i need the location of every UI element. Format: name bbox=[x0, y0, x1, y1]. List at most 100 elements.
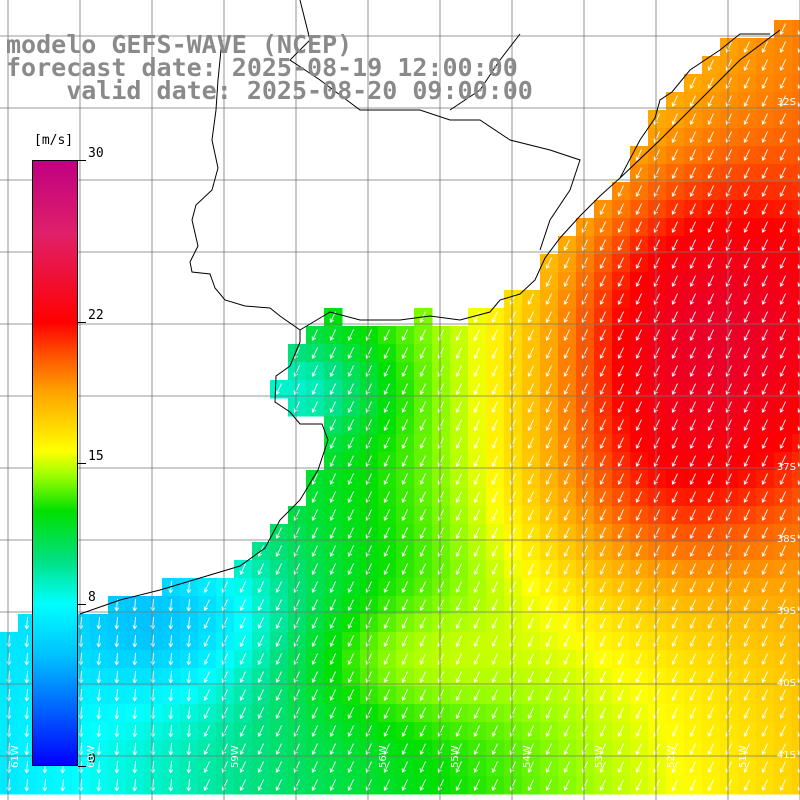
wind-arrow bbox=[168, 742, 174, 756]
wind-arrow bbox=[203, 689, 210, 701]
wind-arrow bbox=[401, 689, 408, 701]
wind-arrow bbox=[96, 652, 102, 666]
wind-arrow bbox=[797, 48, 800, 53]
wind-arrow bbox=[797, 318, 800, 323]
wind-arrow bbox=[257, 563, 264, 575]
wind-arrow bbox=[797, 210, 800, 215]
wind-arrow bbox=[761, 329, 768, 341]
wind-arrow bbox=[491, 545, 498, 557]
field-cell bbox=[792, 308, 800, 327]
wind-arrow bbox=[527, 347, 534, 359]
wind-arrow bbox=[491, 779, 498, 791]
wind-arrow bbox=[239, 581, 246, 593]
wind-arrow bbox=[779, 581, 786, 593]
wind-arrow bbox=[563, 257, 570, 269]
wind-arrow bbox=[797, 498, 800, 503]
wind-arrow bbox=[401, 329, 408, 341]
wind-arrow bbox=[563, 329, 570, 341]
wind-arrow bbox=[347, 347, 354, 359]
wind-arrow bbox=[114, 724, 120, 738]
wind-arrow bbox=[797, 678, 800, 683]
wind-arrow bbox=[797, 768, 800, 773]
wind-arrow bbox=[401, 599, 408, 611]
wind-arrow bbox=[797, 696, 800, 701]
wind-arrow bbox=[671, 185, 678, 197]
wind-arrow bbox=[419, 563, 426, 575]
wind-arrow bbox=[473, 473, 480, 485]
wind-arrow bbox=[635, 185, 642, 197]
wind-arrow bbox=[743, 419, 750, 431]
wind-arrow bbox=[779, 347, 786, 359]
latitude-label: 32S bbox=[776, 97, 796, 108]
wind-arrow bbox=[689, 725, 696, 737]
wind-arrow bbox=[473, 671, 480, 683]
wind-arrow bbox=[599, 761, 606, 773]
wind-arrow bbox=[599, 725, 606, 737]
wind-arrow bbox=[743, 707, 750, 719]
wind-arrow bbox=[203, 761, 210, 773]
wind-arrow bbox=[797, 336, 800, 341]
colorbar-tick-label: 0 bbox=[88, 752, 96, 767]
wind-arrow bbox=[707, 437, 714, 449]
wind-arrow bbox=[689, 149, 696, 161]
wind-arrow bbox=[689, 401, 696, 413]
wind-arrow bbox=[689, 491, 696, 503]
wind-arrow bbox=[671, 311, 678, 323]
wind-arrow bbox=[545, 545, 552, 557]
wind-arrow bbox=[671, 617, 678, 629]
wind-arrow bbox=[671, 365, 678, 377]
wind-arrow bbox=[707, 779, 714, 791]
wind-arrow bbox=[311, 635, 318, 647]
wind-arrow bbox=[707, 743, 714, 755]
wind-arrow bbox=[311, 761, 318, 773]
wind-arrow bbox=[527, 293, 534, 305]
wind-arrow bbox=[743, 221, 750, 233]
wind-arrow bbox=[617, 653, 624, 665]
wind-arrow bbox=[599, 491, 606, 503]
wind-arrow bbox=[563, 473, 570, 485]
wind-arrow bbox=[455, 779, 462, 791]
wind-arrow bbox=[42, 778, 48, 792]
wind-arrow bbox=[275, 635, 282, 647]
wind-arrow bbox=[329, 473, 336, 485]
wind-arrow bbox=[599, 401, 606, 413]
wind-arrow bbox=[743, 275, 750, 287]
wind-arrow bbox=[761, 275, 768, 287]
wind-arrow bbox=[419, 509, 426, 521]
wind-arrow bbox=[599, 743, 606, 755]
wind-arrow bbox=[761, 95, 768, 107]
wind-arrow bbox=[563, 617, 570, 629]
wind-arrow bbox=[383, 365, 390, 377]
wind-arrow bbox=[419, 581, 426, 593]
wind-arrow bbox=[743, 257, 750, 269]
wind-arrow bbox=[24, 652, 30, 666]
wind-arrow bbox=[239, 725, 246, 737]
field-cell bbox=[792, 20, 800, 39]
wind-arrow bbox=[797, 354, 800, 359]
wind-arrow bbox=[743, 293, 750, 305]
wind-arrow bbox=[617, 581, 624, 593]
wind-arrow bbox=[455, 617, 462, 629]
wind-arrow bbox=[347, 563, 354, 575]
wind-arrow bbox=[617, 527, 624, 539]
wind-arrow bbox=[707, 653, 714, 665]
field-cell bbox=[792, 146, 800, 165]
wind-arrow bbox=[797, 120, 800, 125]
wind-arrow bbox=[743, 131, 750, 143]
wind-arrow bbox=[257, 761, 264, 773]
wind-arrow bbox=[743, 311, 750, 323]
wind-arrow bbox=[455, 545, 462, 557]
wind-arrow bbox=[599, 635, 606, 647]
wind-arrow bbox=[671, 257, 678, 269]
wind-arrow bbox=[545, 599, 552, 611]
wind-arrow bbox=[779, 221, 786, 233]
wind-arrow bbox=[527, 635, 534, 647]
wind-arrow bbox=[743, 329, 750, 341]
wind-arrow bbox=[635, 293, 642, 305]
wind-arrow bbox=[563, 491, 570, 503]
wind-arrow bbox=[707, 329, 714, 341]
wind-arrow bbox=[401, 707, 408, 719]
wind-arrow bbox=[527, 779, 534, 791]
wind-arrow bbox=[257, 689, 264, 701]
wind-arrow bbox=[689, 347, 696, 359]
